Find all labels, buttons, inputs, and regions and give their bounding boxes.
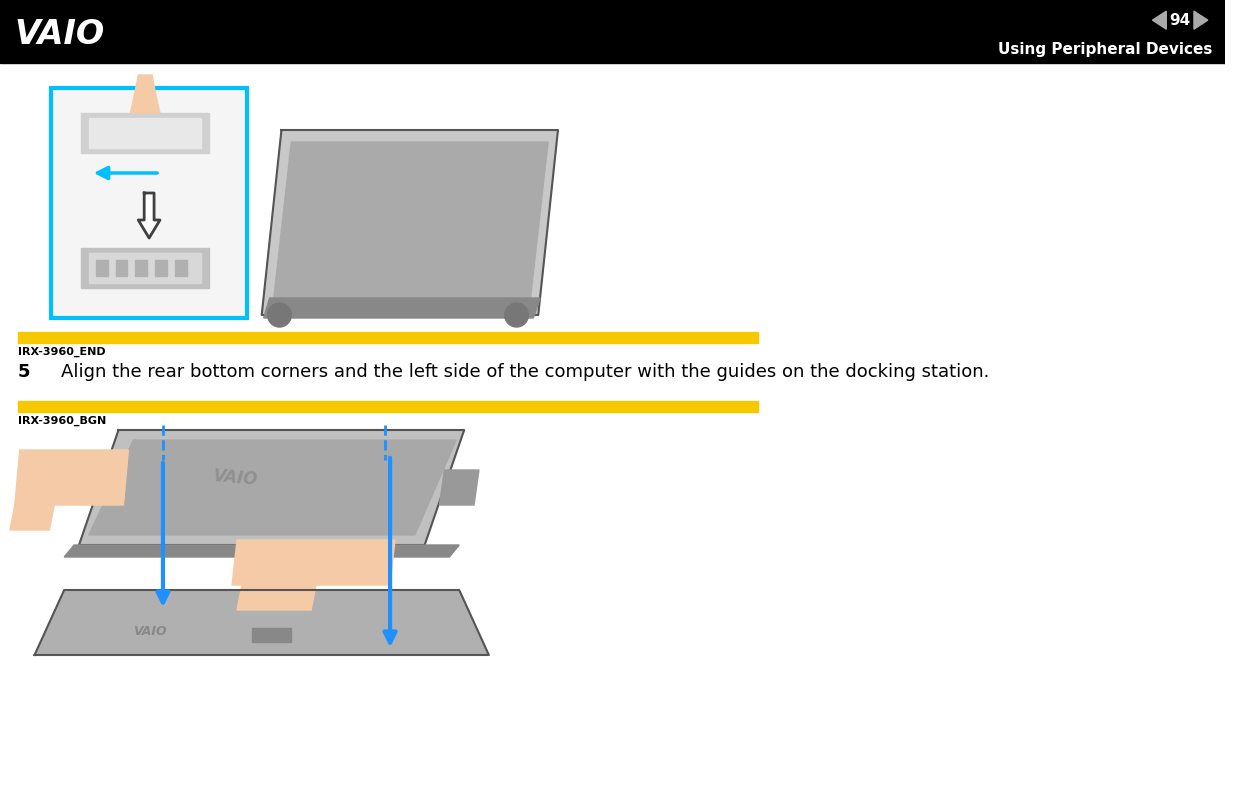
Text: 94: 94 [1169,13,1190,28]
Polygon shape [237,585,316,610]
Text: IRX-3960_END: IRX-3960_END [17,347,105,357]
Polygon shape [138,193,160,238]
Polygon shape [175,260,187,276]
Polygon shape [155,260,167,276]
Text: VAIO: VAIO [212,467,259,489]
Polygon shape [89,253,201,283]
Polygon shape [232,540,396,585]
Text: Using Peripheral Devices: Using Peripheral Devices [998,42,1213,57]
Bar [0,0,1225,63]
Polygon shape [262,130,558,315]
Polygon shape [252,628,291,642]
Circle shape [268,303,291,327]
Polygon shape [89,118,201,148]
Polygon shape [264,298,541,318]
Polygon shape [89,440,456,535]
Polygon shape [115,260,128,276]
Polygon shape [81,248,210,288]
Polygon shape [81,113,210,153]
Polygon shape [274,142,548,300]
Text: 5: 5 [17,363,30,381]
Polygon shape [35,590,489,655]
Polygon shape [439,470,479,505]
Text: Align the rear bottom corners and the left side of the computer with the guides : Align the rear bottom corners and the le… [61,363,990,381]
Text: VAIO: VAIO [134,625,167,638]
Bar [51,88,247,318]
Polygon shape [1152,11,1167,29]
Polygon shape [79,430,464,545]
Polygon shape [1194,11,1208,29]
Polygon shape [130,91,160,113]
Polygon shape [64,545,459,557]
Polygon shape [95,260,108,276]
Polygon shape [135,75,155,91]
Text: VAIO: VAIO [15,18,105,51]
Polygon shape [15,450,129,505]
Text: IRX-3960_BGN: IRX-3960_BGN [17,416,107,427]
Polygon shape [135,260,148,276]
Bar [17,332,759,343]
Circle shape [505,303,528,327]
Bar [17,401,759,412]
Polygon shape [10,505,55,530]
